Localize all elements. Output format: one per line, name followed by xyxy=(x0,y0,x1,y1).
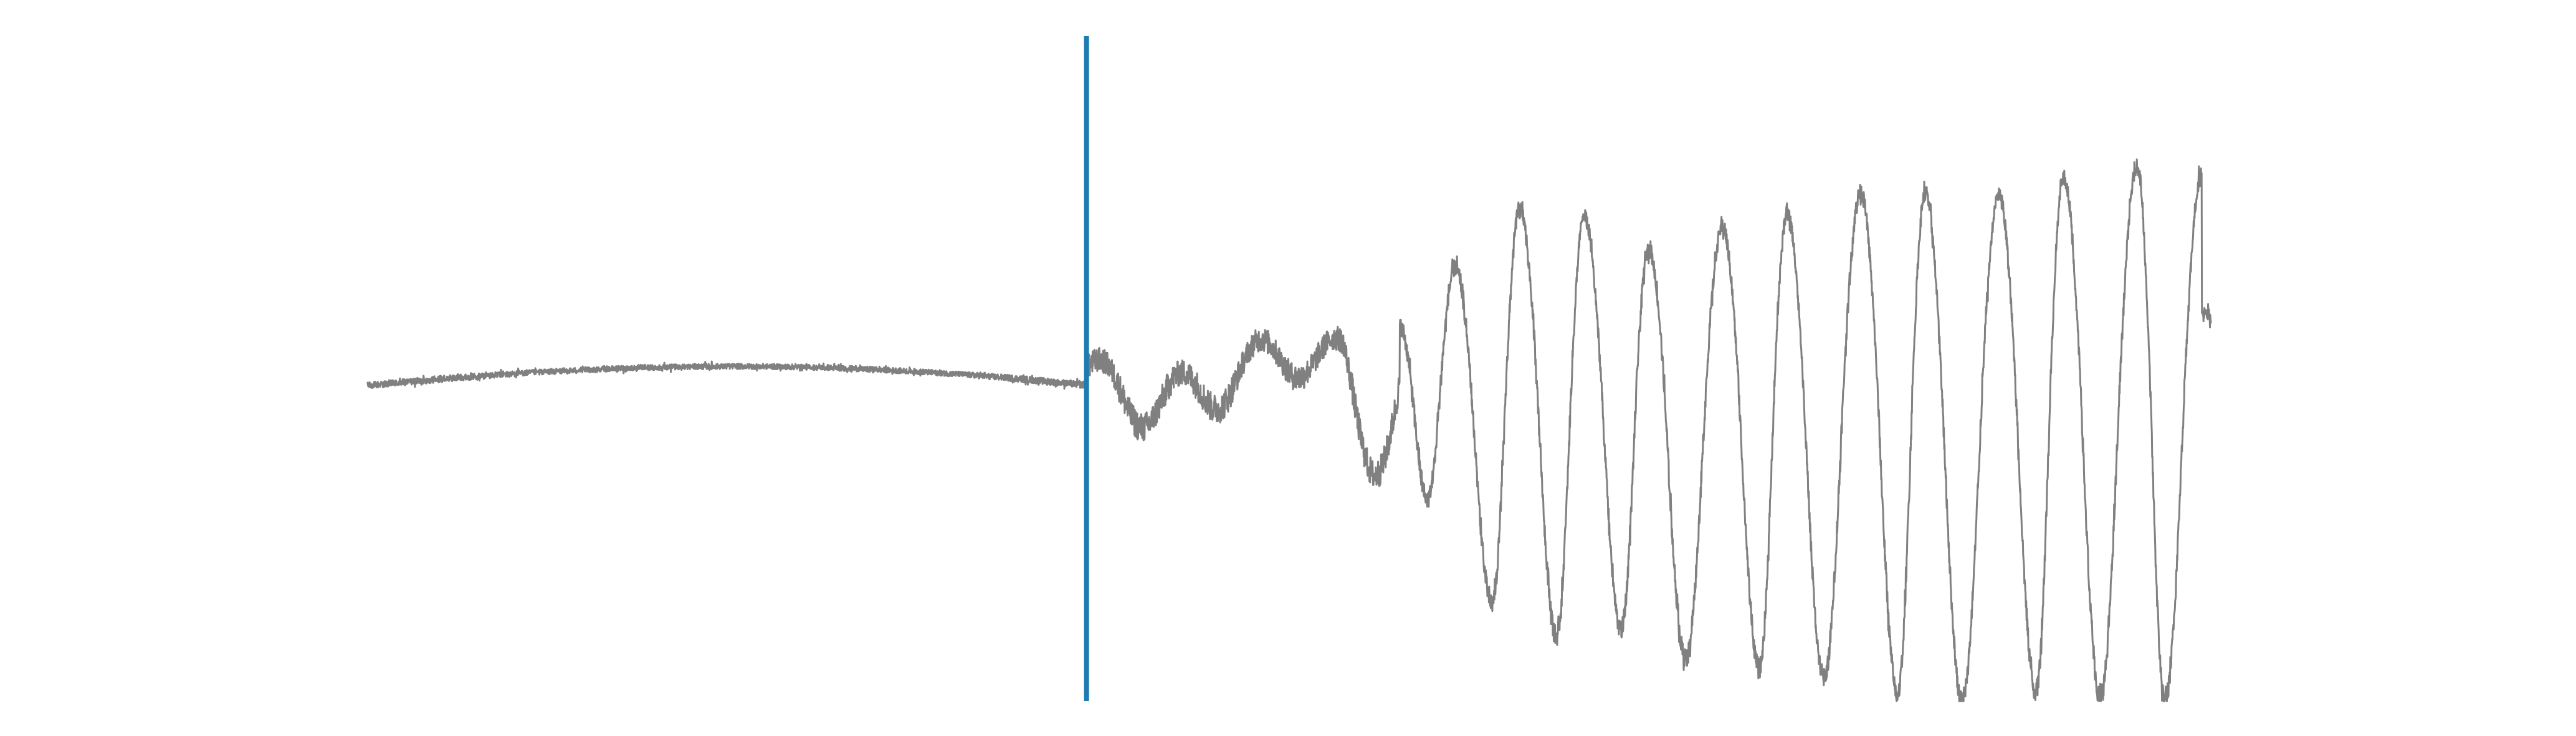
waveform-series-layer xyxy=(366,158,2212,702)
waveform-segment-quiet xyxy=(366,360,1088,390)
waveform-segment-low xyxy=(1085,319,1401,487)
waveform-segment-loud xyxy=(1399,158,2212,702)
